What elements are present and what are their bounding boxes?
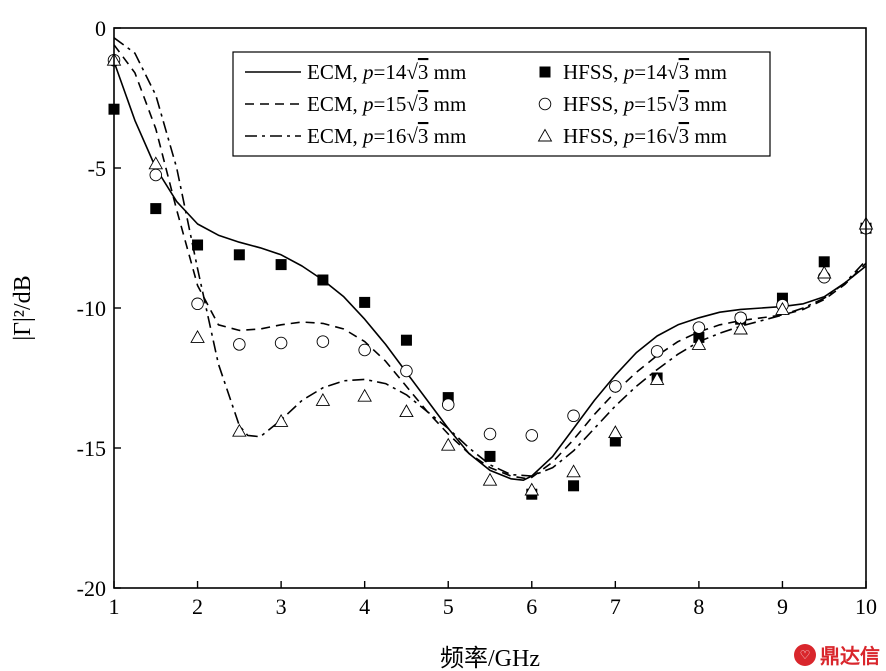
x-tick-label: 7 (610, 594, 621, 619)
legend-marker-sample (537, 128, 553, 142)
data-point-s4 (441, 398, 455, 411)
legend-item-3: HFSS, p=15√3 mm (538, 92, 727, 116)
legend-box (232, 51, 771, 157)
data-point-s3 (818, 256, 830, 268)
data-point-s5 (733, 321, 748, 335)
data-point-s4 (609, 380, 622, 393)
data-point-s3 (442, 392, 454, 404)
legend: ECM, p=14√3 mm HFSS, p=14√3 mm ECM, p=15√3… (232, 51, 771, 157)
y-tick-label: -5 (88, 156, 106, 181)
x-tick-label: 10 (855, 594, 877, 619)
legend-label: ECM, p=16√3 mm (307, 124, 466, 148)
x-tick-label: 8 (693, 594, 704, 619)
legend-item-2: ECM, p=15√3 mm (245, 92, 466, 116)
data-point-s4 (692, 321, 706, 334)
y-axis-title: |Γ|²/dB (10, 275, 36, 340)
data-point-s4 (233, 338, 246, 351)
legend-item-5: HFSS, p=16√3 mm (537, 124, 727, 148)
data-point-s5 (482, 472, 498, 486)
data-point-s5 (566, 464, 581, 478)
data-point-s4 (400, 364, 413, 378)
data-point-s4 (358, 343, 371, 357)
data-point-s5 (399, 404, 414, 418)
data-point-s5 (273, 413, 289, 427)
data-point-s4 (567, 409, 580, 423)
x-tick-label: 4 (359, 594, 370, 619)
data-point-s3 (484, 450, 496, 462)
data-point-s5 (357, 388, 372, 402)
legend-label: ECM, p=15√3 mm (307, 92, 466, 116)
legend-label: HFSS, p=14√3 mm (563, 60, 727, 84)
data-point-s5 (608, 425, 623, 439)
data-point-s3 (317, 274, 329, 286)
data-point-s3 (568, 480, 580, 492)
x-axis-title: 频率/GHz (440, 645, 540, 671)
y-tick-label: -10 (77, 296, 106, 321)
x-tick-label: 6 (526, 594, 537, 619)
series-line-0 (113, 61, 867, 481)
y-axis-title-group: |Γ|²/dB (10, 275, 36, 340)
y-tick-label: -15 (77, 436, 106, 461)
axis-ticks (113, 27, 867, 589)
data-point-s4 (316, 335, 330, 348)
data-point-s3 (233, 249, 245, 261)
x-tick-label: 2 (192, 594, 203, 619)
data-point-s4 (483, 427, 497, 441)
data-point-s5 (524, 482, 540, 496)
data-point-s3 (192, 239, 204, 251)
data-point-s5 (440, 437, 456, 451)
data-point-s3 (275, 259, 287, 271)
dingdaxin-logo-icon: ♡ (794, 643, 816, 666)
plot-lines (113, 37, 867, 481)
data-point-s3 (150, 203, 162, 215)
y-tick-label: -20 (77, 576, 106, 601)
data-point-s5 (816, 265, 832, 279)
legend-label: HFSS, p=15√3 mm (563, 92, 727, 116)
data-point-s3 (400, 334, 412, 346)
y-tick-label: 0 (95, 16, 106, 41)
data-point-s5 (190, 329, 205, 343)
data-point-s5 (691, 336, 707, 350)
data-point-s4 (274, 336, 288, 350)
x-tick-label: 1 (109, 594, 120, 619)
legend-marker-sample (539, 66, 551, 78)
series-line-2 (113, 37, 867, 477)
legend-marker-sample (538, 97, 552, 111)
legend-item-4: ECM, p=16√3 mm (245, 124, 466, 148)
data-point-s4 (650, 345, 664, 358)
data-point-s4 (191, 297, 204, 311)
data-point-s5 (148, 156, 164, 170)
legend-item-1: HFSS, p=14√3 mm (539, 60, 727, 84)
watermark: ♡ 鼎达信 (794, 640, 880, 669)
x-tick-label: 9 (777, 594, 788, 619)
legend-item-0: ECM, p=14√3 mm (245, 60, 466, 84)
data-point-s5 (232, 423, 247, 437)
tick-labels: 1 2 3 4 5 6 7 8 9 10 0 -5 -10 -15 -20 (77, 16, 877, 619)
data-point-s5 (649, 371, 665, 385)
data-point-s4 (149, 168, 163, 182)
x-tick-label: 3 (276, 594, 287, 619)
legend-label: ECM, p=14√3 mm (307, 60, 466, 84)
data-point-s3 (359, 296, 371, 308)
data-point-s5 (775, 301, 790, 315)
data-point-s4 (525, 429, 539, 442)
x-tick-label: 5 (443, 594, 454, 619)
plot-markers (106, 52, 874, 500)
watermark-text: 鼎达信 (820, 644, 880, 668)
data-point-s3 (609, 435, 621, 447)
legend-label: HFSS, p=16√3 mm (563, 124, 727, 148)
data-point-s3 (776, 292, 788, 304)
data-point-s5 (315, 392, 331, 406)
